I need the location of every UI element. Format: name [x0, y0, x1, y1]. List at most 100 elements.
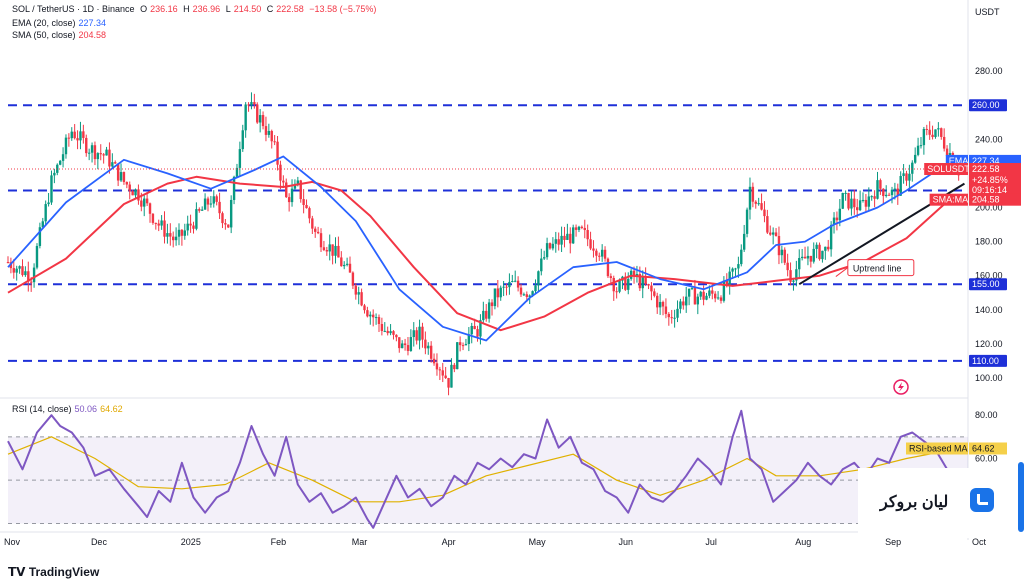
candle-body: [456, 342, 459, 370]
candle-body: [218, 201, 221, 214]
time-tick-label: 2025: [181, 537, 201, 547]
candle-body: [177, 229, 181, 237]
candle-body: [374, 317, 378, 319]
candle-body: [76, 138, 79, 141]
candle-body: [424, 339, 427, 349]
rsi-ma-name-tag: [906, 442, 968, 455]
candle-body: [302, 199, 305, 205]
time-tick-label: Mar: [352, 537, 368, 547]
candle-body: [812, 248, 815, 262]
candle-body: [525, 294, 529, 297]
candle-body: [835, 217, 839, 221]
candle-body: [757, 203, 760, 205]
candle-body: [580, 226, 584, 228]
candle-body: [844, 192, 847, 194]
candle-body: [311, 218, 314, 229]
candle-body: [919, 145, 923, 147]
candle-body: [531, 291, 534, 296]
candle-body: [505, 286, 508, 288]
candle-body: [508, 281, 511, 288]
candle-body: [435, 363, 439, 370]
candle-body: [806, 255, 810, 259]
candle-body: [890, 189, 894, 196]
candle-body: [635, 274, 639, 276]
candle-body: [189, 223, 192, 226]
candle-body: [154, 222, 158, 224]
candle-body: [931, 134, 934, 138]
candle-body: [447, 378, 450, 388]
candle-body: [502, 286, 505, 288]
candle-body: [151, 213, 155, 223]
candle-body: [438, 369, 442, 371]
candle-body: [180, 229, 184, 236]
candle-body: [650, 285, 653, 292]
candle-body: [557, 239, 560, 245]
candle-body: [479, 320, 482, 337]
rsi-ma-price-label: 64.62: [972, 443, 995, 453]
candle-body: [670, 317, 673, 319]
candle-body: [90, 145, 94, 153]
candle-body: [282, 180, 285, 183]
candle-body: [664, 306, 668, 314]
ema-20-line: [7, 155, 951, 342]
legend-sma[interactable]: SMA (50, close) 204.58: [12, 30, 109, 41]
candle-body: [870, 196, 873, 198]
candle-body: [676, 308, 679, 318]
candle-body: [809, 255, 813, 262]
price-tick-label: 280.00: [975, 66, 1003, 76]
rsi-tick-label: 60.00: [975, 454, 998, 464]
candle-body: [780, 249, 784, 256]
candle-body: [371, 314, 375, 318]
candle-body: [169, 233, 172, 237]
low-label: L: [225, 4, 231, 14]
candle-body: [566, 233, 569, 240]
candle-body: [305, 204, 308, 209]
candle-body: [421, 326, 424, 340]
series-name-tag: [929, 193, 968, 206]
candle-body: [174, 236, 178, 241]
series-name-label: EMA: [949, 156, 969, 166]
candle-body: [351, 272, 355, 286]
candle-body: [667, 313, 671, 318]
candle-body: [377, 317, 381, 325]
close-value: 222.58: [276, 4, 304, 14]
candle-body: [896, 188, 899, 196]
candle-body: [337, 245, 340, 258]
candle-body: [128, 184, 131, 192]
candle-body: [887, 194, 891, 196]
candle-body: [696, 296, 700, 305]
candle-body: [577, 226, 581, 230]
candle-body: [754, 201, 757, 204]
sma-value: 204.58: [78, 30, 107, 40]
candle-body: [15, 268, 18, 273]
legend-ema[interactable]: EMA (20, close) 227.34: [12, 18, 109, 29]
ema-value: 227.34: [78, 18, 107, 28]
legend-rsi[interactable]: RSI (14, close) 50.06 64.62: [12, 404, 126, 415]
candle-body: [340, 257, 343, 267]
symbol-title[interactable]: SOL / TetherUS · 1D · Binance: [12, 4, 135, 14]
time-tick-label: Oct: [972, 537, 987, 547]
candle-body: [514, 280, 517, 282]
candle-body: [200, 209, 204, 211]
candle-body: [427, 345, 430, 349]
candle-body: [916, 145, 920, 155]
candle-body: [571, 227, 575, 244]
candle-body: [267, 130, 271, 135]
candle-body: [264, 126, 268, 135]
candle-body: [911, 162, 914, 174]
candle-body: [119, 172, 123, 181]
candle-body: [829, 224, 833, 250]
candle-body: [722, 280, 726, 301]
candle-body: [734, 268, 737, 270]
candle-body: [777, 235, 781, 256]
candle-body: [728, 271, 731, 285]
candle-body: [453, 364, 456, 370]
candle-body: [783, 249, 786, 263]
candle-body: [856, 207, 859, 211]
candle-body: [606, 258, 610, 277]
candle-body: [392, 331, 395, 335]
open-label: O: [140, 4, 148, 14]
candle-body: [766, 216, 769, 233]
